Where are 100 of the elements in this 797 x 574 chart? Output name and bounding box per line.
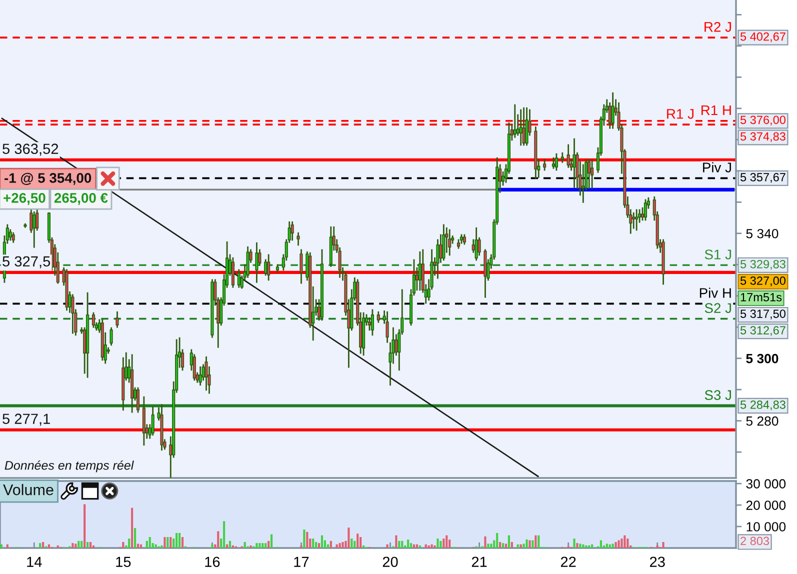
bar: [74, 544, 77, 548]
bar: [262, 543, 264, 548]
candlestick: [267, 254, 270, 281]
bar: [504, 544, 508, 548]
candlestick: [136, 387, 140, 413]
bar: [516, 544, 519, 548]
bar: [508, 535, 510, 548]
bar: [442, 538, 445, 548]
bar: [6, 544, 8, 548]
text: 5 374,83: [740, 132, 786, 142]
bar: [588, 545, 590, 548]
candlestick: [255, 242, 258, 283]
bar: [360, 537, 362, 548]
bar: [338, 543, 341, 548]
bar: [532, 540, 534, 548]
y-tick-label: 5 300: [746, 354, 778, 364]
candlestick: [151, 406, 154, 436]
bar: [626, 538, 629, 548]
candlestick: [368, 317, 372, 331]
y-tick-label: 5 280: [746, 416, 778, 426]
candlestick: [8, 229, 12, 241]
candlestick: [552, 157, 556, 169]
bar: [140, 544, 142, 548]
bar: [306, 532, 308, 548]
bar: [166, 537, 169, 548]
chart-title: Volume: [3, 484, 54, 496]
candlestick: [474, 227, 478, 261]
candlestick: [376, 311, 380, 323]
bar: [528, 540, 531, 548]
bar: [78, 540, 80, 548]
text: 5 357,67: [740, 172, 786, 183]
candlestick: [418, 251, 422, 291]
x-tick-label: 15: [116, 556, 131, 568]
bar: [430, 544, 433, 548]
x-tick-label: 20: [382, 556, 398, 568]
candlestick: [442, 224, 446, 261]
bar: [620, 538, 623, 548]
ref-line-label: S1 J: [704, 250, 731, 260]
bar: [92, 545, 95, 548]
bar: [401, 540, 404, 548]
y-tick-label: 10 000: [746, 522, 786, 532]
candlestick: [588, 159, 591, 189]
bar: [176, 532, 178, 548]
annotation: +26,50: [4, 193, 46, 205]
candlestick: [644, 199, 648, 221]
bar: [336, 544, 338, 548]
bar: [490, 544, 492, 548]
annotation: Données en temps réel: [4, 460, 134, 472]
bar: [223, 521, 226, 548]
text: 2 803: [740, 536, 770, 546]
bar: [170, 537, 172, 548]
candlestick: [237, 269, 240, 288]
ref-line-label: 5 277,1: [2, 414, 50, 426]
candlestick: [554, 153, 558, 171]
bar: [591, 544, 594, 548]
annotation: 265,00 €: [54, 193, 108, 205]
bar: [56, 545, 59, 548]
bar: [534, 535, 537, 548]
bar: [386, 544, 388, 548]
bar: [487, 544, 490, 548]
bar: [502, 543, 504, 548]
bar: [484, 536, 486, 548]
bar: [42, 542, 44, 548]
text: 5 312,67: [740, 326, 786, 336]
ref-line-label: Piv J: [703, 162, 731, 172]
bar: [84, 504, 86, 548]
bar: [416, 544, 418, 548]
bar: [80, 540, 83, 548]
bar: [412, 544, 416, 548]
bar: [330, 540, 332, 548]
candlestick: [513, 104, 516, 138]
candlestick: [32, 211, 36, 248]
bar: [395, 535, 398, 548]
text: 5 402,67: [740, 32, 786, 42]
ref-line-label: S3 J: [704, 390, 731, 400]
bar: [256, 543, 258, 548]
bar: [232, 545, 234, 548]
bar: [258, 543, 261, 548]
bar: [526, 539, 528, 548]
bar: [300, 545, 302, 548]
x-tick-label: 14: [27, 556, 42, 567]
bar: [228, 540, 232, 548]
bar: [407, 540, 410, 548]
bar: [618, 540, 620, 548]
bar: [342, 542, 344, 548]
bar: [136, 544, 140, 548]
bar: [164, 537, 166, 548]
x-tick-label: 22: [560, 556, 576, 567]
bar: [398, 540, 400, 548]
candlestick: [611, 92, 614, 129]
candlestick: [198, 366, 202, 386]
text: 17m51s: [740, 293, 782, 302]
bar: [226, 544, 228, 548]
text: 5 329,83: [740, 260, 786, 270]
candlestick: [290, 221, 294, 241]
bar: [0, 544, 3, 548]
candlestick: [12, 232, 15, 243]
candlestick: [110, 327, 113, 346]
ref-line-label: S2 J: [704, 303, 731, 314]
x-tick-label: 17: [294, 556, 309, 567]
